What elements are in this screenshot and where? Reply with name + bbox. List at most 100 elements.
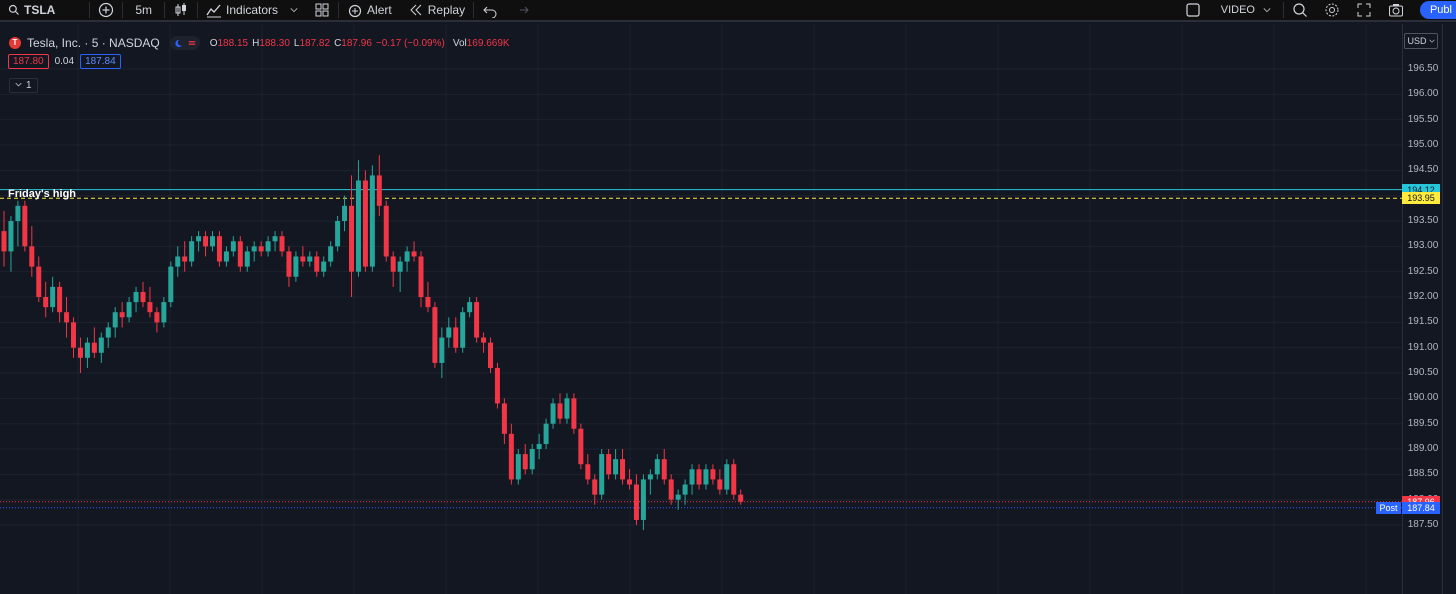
candle-body [467,302,473,313]
sell-button[interactable]: 187.80 [8,54,49,69]
candle-body [196,236,202,242]
candle-body [335,221,341,247]
price-axis-label: 191.00 [1407,341,1439,353]
open-value: O188.15 [210,38,248,49]
gear-icon [1325,3,1339,17]
search-icon [8,4,19,15]
high-number: 188.30 [259,37,290,49]
candle-body [105,327,111,338]
indicators-collapse-button[interactable]: 1 [9,78,38,93]
divider [197,2,199,18]
video-button[interactable]: VIDEO [1209,0,1283,20]
candle-body [592,479,598,495]
tesla-logo: T [9,37,21,49]
candle-body [1,231,7,252]
chart-type-button[interactable] [165,0,197,20]
candle-body [29,246,35,267]
candle-body [342,205,348,222]
price-chart[interactable] [0,24,1402,594]
candle-body [314,256,320,272]
alert-button[interactable]: Alert [339,0,400,20]
buy-button[interactable]: 187.84 [80,54,121,69]
quick-search-button[interactable] [1284,0,1316,20]
candle-body [515,454,521,480]
market-status-pill[interactable] [169,36,200,50]
candle-body [425,297,431,308]
publish-button[interactable]: Publ [1419,1,1456,19]
candle-body [488,342,493,368]
bid-ask-row: 187.80 0.04 187.84 [8,54,121,69]
volume-number: 169.669K [466,37,510,49]
collapse-count: 1 [26,80,32,91]
candle-body [578,428,584,465]
candle-body [98,337,104,353]
candle-body [140,291,146,303]
chevron-down-icon [15,82,22,87]
volume-value: Vol169.669K [453,38,510,49]
post-price-tag: 187.84 [1402,501,1440,514]
candle-body [307,256,313,262]
candle-body [661,459,667,480]
redo-button[interactable] [506,0,538,20]
price-axis-label: 192.00 [1407,291,1439,302]
snapshot-button[interactable] [1380,0,1412,20]
candle-body [536,443,542,450]
candle-body [237,241,243,267]
candle-body [550,403,556,424]
top-toolbar: TSLA 5m Indicators Alert Replay VIDEO [0,0,1456,22]
square-icon [1186,3,1200,17]
candle-body [682,484,688,495]
divider [89,2,91,18]
moon-icon [175,39,182,47]
price-axis-label: 187.50 [1407,519,1439,531]
candle-body [446,327,452,338]
replay-button[interactable]: Replay [400,0,473,20]
fridays-high-label[interactable]: Friday's high [8,188,77,200]
symbol-title[interactable]: Tesla, Inc. · 5 · NASDAQ [27,36,160,50]
candles-icon [175,3,187,16]
layouts-button[interactable] [306,0,338,20]
candle-body [376,175,382,206]
candle-body [710,469,716,480]
candle-body [349,205,354,272]
price-axis-label: 189.50 [1407,417,1439,429]
candle-body [230,241,236,252]
candle-body [362,180,368,267]
compare-button[interactable] [90,0,122,20]
candle-body [210,236,215,247]
candle-body [529,449,535,470]
indicators-button[interactable]: Indicators [198,0,306,20]
candle-body [71,322,76,348]
replay-label: Replay [427,3,466,17]
undo-icon [483,6,497,18]
candle-body [481,337,487,343]
spread-value: 0.04 [54,56,75,67]
candle-body [369,175,375,267]
settings-button[interactable] [1316,0,1348,20]
candle-body [321,261,327,272]
divider [164,2,166,18]
price-axis-label: 194.50 [1407,164,1439,176]
change-value: −0.17 (−0.09%) [376,38,445,49]
candle-body [147,302,153,313]
candle-body [508,433,514,480]
currency-selector[interactable]: USD [1404,33,1438,49]
candle-body [265,241,271,252]
interval-button[interactable]: 5m [123,0,164,20]
candle-body [397,261,403,272]
candle-body [654,459,660,475]
fullscreen-button[interactable] [1348,0,1380,20]
candle-body [64,312,70,323]
candle-body [620,459,626,480]
price-axis-label: 195.50 [1407,113,1439,125]
right-panel-strip [1442,24,1456,594]
symbol-search[interactable]: TSLA [0,0,63,20]
price-axis-label: 193.50 [1407,215,1439,226]
candle-body [418,256,424,298]
price-axis-label: 192.50 [1407,265,1439,277]
candle-body [696,469,702,485]
fullscreen-box-button[interactable] [1177,0,1209,20]
replay-icon [410,4,422,16]
undo-button[interactable] [474,0,506,20]
candle-body [272,236,278,242]
